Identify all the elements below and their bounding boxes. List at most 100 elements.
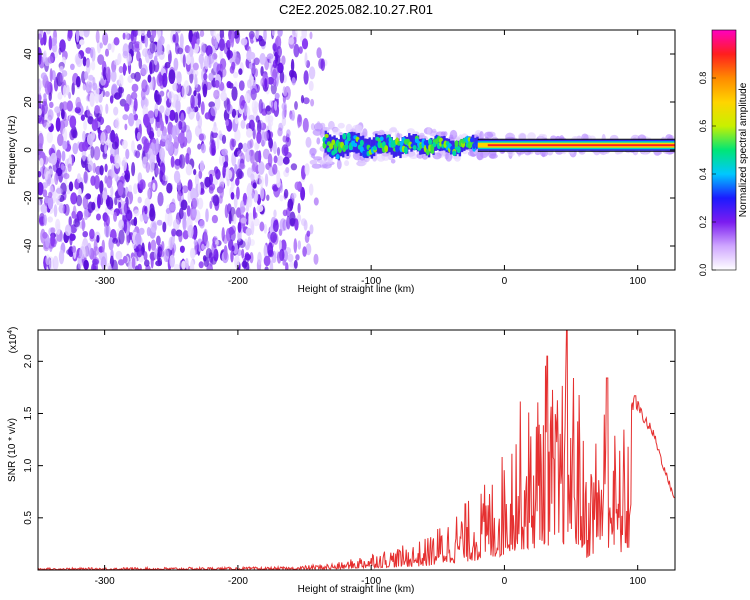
noise-cell <box>136 50 141 62</box>
noise-cell <box>172 93 177 104</box>
noise-cell <box>252 161 259 173</box>
noise-cell <box>118 66 124 74</box>
noise-cell <box>198 170 203 179</box>
noise-cell <box>163 248 170 263</box>
noise-cell <box>167 212 173 227</box>
noise-cell <box>281 55 286 66</box>
noise-cell <box>102 191 108 201</box>
noise-cell <box>105 66 111 80</box>
halo-cell <box>319 159 327 165</box>
noise-cell <box>286 215 291 230</box>
colorbar-tick-label: 0.6 <box>698 120 708 133</box>
noise-cell <box>131 257 136 269</box>
noise-cell <box>216 134 220 150</box>
noise-cell <box>154 121 159 131</box>
spectrogram-cells <box>38 30 675 270</box>
noise-cell <box>99 180 104 194</box>
noise-cell <box>190 187 197 202</box>
noise-cell <box>233 213 237 225</box>
noise-cell <box>175 82 182 93</box>
noise-cell <box>266 53 274 60</box>
noise-cell <box>86 109 91 117</box>
y-tick-label: 40 <box>23 48 34 60</box>
noise-cell <box>139 41 143 51</box>
halo-cell <box>313 156 323 161</box>
colorbar-tick-label: 0.2 <box>698 216 708 229</box>
noise-cell <box>214 95 221 111</box>
halo-cell <box>355 124 363 134</box>
noise-cell <box>171 228 177 237</box>
noise-cell <box>137 144 142 151</box>
noise-cell <box>190 260 195 270</box>
noise-cell <box>291 30 298 41</box>
noise-cell <box>218 153 226 167</box>
noise-cell <box>69 115 77 129</box>
noise-cell <box>196 38 201 45</box>
noise-cell <box>232 242 239 255</box>
noise-cell <box>54 172 59 185</box>
noise-cell <box>178 207 184 220</box>
noise-cell <box>272 43 277 52</box>
noise-cell <box>171 125 177 140</box>
noise-cell <box>185 257 189 270</box>
noise-cell <box>276 155 284 166</box>
noise-cell <box>267 249 274 258</box>
signal-band-cell <box>346 132 351 139</box>
noise-cell <box>199 160 205 172</box>
noise-cell <box>82 56 87 67</box>
noise-cell <box>214 80 220 88</box>
noise-cell <box>187 179 193 192</box>
noise-cell <box>169 109 176 122</box>
noise-cell <box>91 119 99 132</box>
noise-cell <box>218 38 225 52</box>
noise-cell <box>238 80 245 91</box>
signal-band-cell <box>324 133 329 138</box>
noise-cell <box>231 245 235 252</box>
halo-cell <box>484 131 494 139</box>
noise-cell <box>130 72 136 80</box>
noise-cell <box>303 70 309 85</box>
noise-cell <box>61 150 66 162</box>
noise-cell <box>99 42 103 49</box>
noise-cell <box>215 239 219 246</box>
noise-cell <box>39 80 44 88</box>
noise-cell <box>269 260 274 270</box>
noise-cell <box>168 133 172 144</box>
noise-cell <box>78 141 85 152</box>
noise-cell <box>107 43 112 51</box>
noise-cell <box>90 146 95 159</box>
noise-cell <box>197 93 201 109</box>
noise-cell <box>66 249 73 255</box>
noise-cell <box>173 57 179 71</box>
noise-cell <box>272 68 278 80</box>
noise-cell <box>118 229 125 245</box>
noise-cell <box>46 30 51 35</box>
noise-cell <box>149 159 155 173</box>
noise-cell <box>148 241 151 252</box>
noise-cell <box>200 143 206 154</box>
noise-cell <box>83 207 89 220</box>
noise-cell <box>109 95 114 104</box>
noise-cell <box>291 77 296 86</box>
noise-cell <box>74 53 82 65</box>
noise-cell <box>252 182 257 189</box>
noise-cell <box>249 33 255 44</box>
noise-cell <box>51 43 58 53</box>
noise-cell <box>159 105 165 114</box>
noise-cell <box>96 234 100 243</box>
noise-cell <box>83 259 89 270</box>
halo-cell <box>345 123 353 134</box>
spectrogram-x-ticks: -300 -200 -100 0 100 <box>95 30 646 287</box>
noise-cell <box>264 78 268 89</box>
noise-cell <box>197 197 204 210</box>
noise-cell <box>164 61 171 69</box>
noise-cell <box>286 129 291 138</box>
snr-x-ticks: -300 -200 -100 0 100 <box>95 330 646 587</box>
noise-cell <box>316 137 321 145</box>
noise-cell <box>277 127 283 137</box>
noise-cell <box>48 191 53 199</box>
noise-cell <box>110 185 114 197</box>
noise-cell <box>52 238 57 248</box>
spectrogram-y-ticks: -40 -20 0 20 40 <box>23 48 675 253</box>
